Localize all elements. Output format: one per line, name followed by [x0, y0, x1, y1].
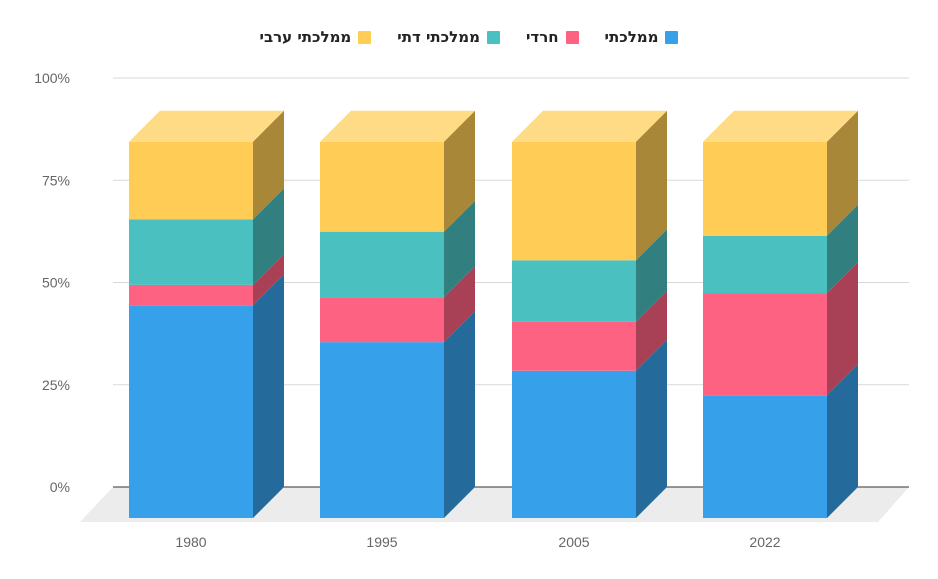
bar-top-face: [320, 110, 475, 142]
bar-front-face: [703, 235, 827, 294]
bar-side-face: [253, 253, 284, 306]
bar-segment: [129, 110, 284, 220]
bar-side-face: [444, 311, 475, 518]
bar-side-face: [444, 110, 475, 232]
bar-side-face: [827, 204, 858, 294]
bar-front-face: [512, 370, 636, 518]
bar-side-face: [636, 229, 667, 322]
bar-side-face: [636, 290, 667, 371]
bar-segment: [703, 262, 858, 396]
bar-segment: [129, 253, 284, 306]
x-tick-label: 2005: [558, 534, 589, 550]
bar-segment: [129, 274, 284, 518]
bar-front-face: [703, 395, 827, 518]
bar-front-face: [512, 141, 636, 261]
bar-segment: [512, 290, 667, 371]
bar-segment: [703, 204, 858, 294]
bar-front-face: [320, 141, 444, 232]
bar-front-face: [703, 141, 827, 236]
y-tick-label: 50%: [42, 275, 70, 291]
legend-swatch: [565, 30, 579, 44]
bar-segment: [320, 200, 475, 298]
bar-front-face: [512, 260, 636, 322]
legend-swatch: [665, 30, 679, 44]
x-tick-label: 1980: [175, 534, 206, 550]
bar-side-face: [444, 266, 475, 343]
bar-front-face: [129, 305, 253, 518]
bar-side-face: [444, 200, 475, 298]
legend-item-mamlachti-aravi[interactable]: ממלכתי ערבי: [260, 28, 372, 46]
floor: [80, 487, 909, 522]
y-tick-label: 75%: [42, 172, 70, 188]
bar-front-face: [320, 297, 444, 343]
bar-side-face: [827, 110, 858, 236]
bar-segment: [512, 110, 667, 261]
legend-label: ממלכתי ערבי: [259, 28, 352, 46]
y-tick-label: 100%: [34, 70, 70, 86]
legend-item-haredi[interactable]: חרדי: [526, 28, 579, 46]
legend-label: חרדי: [525, 28, 559, 46]
bar-side-face: [636, 339, 667, 518]
bar-side-face: [827, 262, 858, 396]
bar-segment: [512, 339, 667, 518]
bar-segment: [129, 188, 284, 285]
x-tick-label: 2022: [749, 534, 780, 550]
bar-front-face: [129, 284, 253, 306]
bar-segment: [512, 229, 667, 322]
legend: ממלכתי חרדי ממלכתי דתי ממלכתי ערבי: [0, 28, 938, 46]
bar-segment: [320, 311, 475, 518]
bar-side-face: [253, 110, 284, 220]
bar-front-face: [703, 293, 827, 396]
bar-front-face: [320, 342, 444, 518]
bar-top-face: [129, 110, 284, 142]
bar-top-face: [512, 110, 667, 142]
bar-segment: [703, 364, 858, 518]
legend-item-mamlachti[interactable]: ממלכתי: [605, 28, 679, 46]
y-tick-label: 0%: [50, 479, 70, 495]
bar-side-face: [827, 364, 858, 518]
bar-side-face: [253, 274, 284, 518]
bar-front-face: [129, 219, 253, 285]
bar-side-face: [253, 188, 284, 285]
legend-label: ממלכתי דתי: [397, 28, 480, 46]
x-tick-label: 1995: [366, 534, 397, 550]
legend-label: ממלכתי: [604, 28, 659, 46]
bar-segment: [320, 266, 475, 343]
bar-front-face: [512, 321, 636, 371]
bar-front-face: [129, 141, 253, 220]
legend-item-mamlachti-dati[interactable]: ממלכתי דתי: [397, 28, 500, 46]
bar-segment: [703, 110, 858, 236]
legend-swatch: [486, 30, 500, 44]
bar-top-face: [703, 110, 858, 142]
legend-swatch: [358, 30, 372, 44]
y-tick-label: 25%: [42, 377, 70, 393]
bar-segment: [320, 110, 475, 232]
bar-side-face: [636, 110, 667, 261]
bar-front-face: [320, 231, 444, 298]
